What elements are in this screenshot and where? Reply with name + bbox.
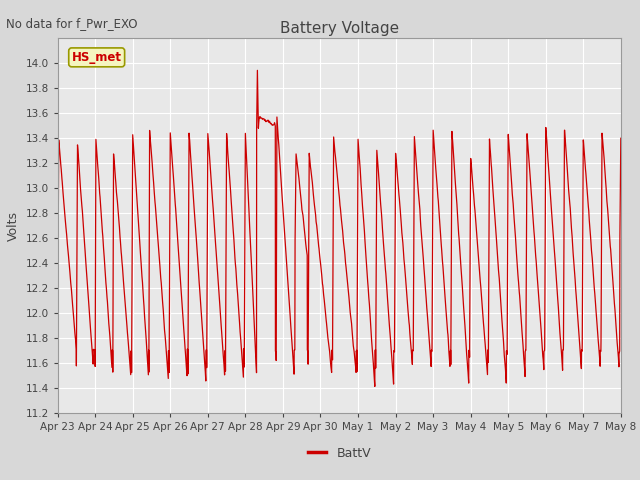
- Y-axis label: Volts: Volts: [7, 211, 20, 240]
- Legend: BattV: BattV: [303, 442, 376, 465]
- Text: HS_met: HS_met: [72, 51, 122, 64]
- Title: Battery Voltage: Battery Voltage: [280, 21, 399, 36]
- Text: No data for f_Pwr_EXO: No data for f_Pwr_EXO: [6, 17, 138, 30]
